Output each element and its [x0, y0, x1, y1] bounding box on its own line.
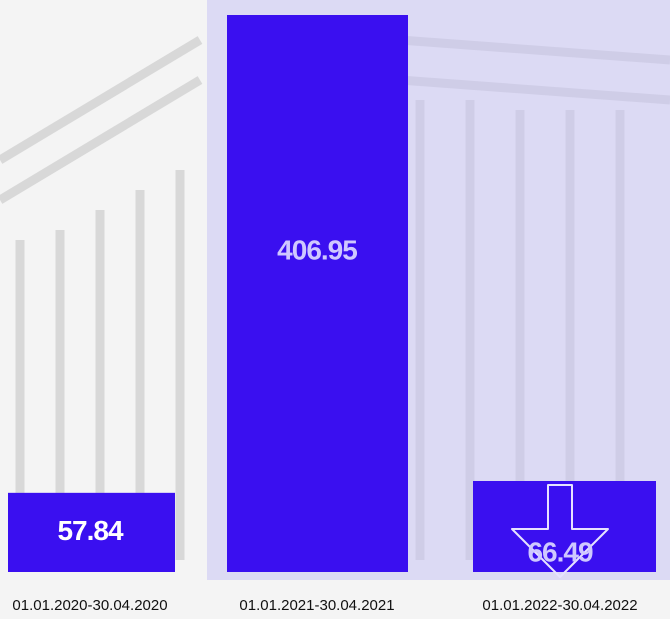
value-label: 57.84 [57, 515, 123, 546]
bar [473, 480, 656, 572]
x-tick-label: 01.01.2020-30.04.2020 [12, 597, 167, 614]
bar [227, 15, 408, 572]
arrow-icon [511, 483, 609, 578]
value-label: 406.95 [277, 234, 357, 265]
x-tick-label: 01.01.2021-30.04.2021 [239, 597, 394, 614]
bar [8, 492, 175, 572]
x-tick-label: 01.01.2022-30.04.2022 [482, 597, 637, 614]
value-label: 66.49 [527, 536, 592, 567]
